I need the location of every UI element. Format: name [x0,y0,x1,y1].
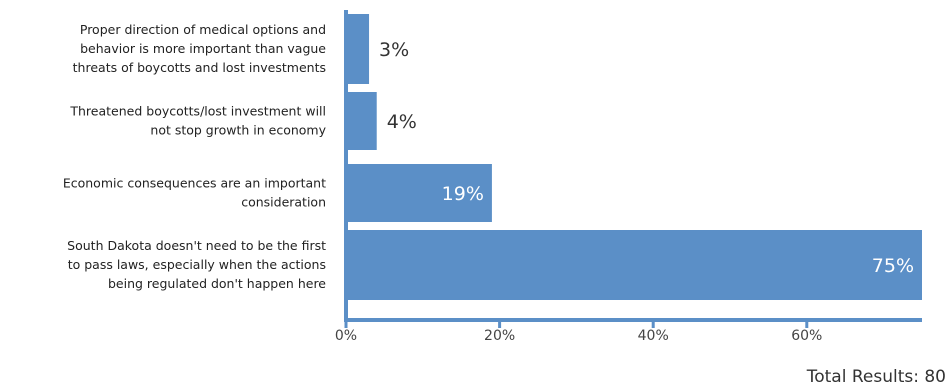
x-tick-label: 40% [638,328,669,344]
total-results: Total Results: 80 [806,367,946,387]
x-tick-label: 60% [791,328,822,344]
bar [346,230,922,300]
category-label: Proper direction of medical options and [80,22,326,37]
category-label: South Dakota doesn't need to be the firs… [67,238,326,253]
bar [346,14,370,84]
data-label: 19% [442,183,484,205]
category-label: to pass laws, especially when the action… [68,257,326,272]
data-label: 3% [379,39,409,61]
category-label: Threatened boycotts/lost investment will [69,104,326,119]
category-label: threats of boycotts and lost investments [73,60,326,75]
x-tick-label: 0% [335,328,357,344]
category-label: behavior is more important than vague [80,41,326,56]
bar [346,164,492,222]
data-label: 75% [872,255,914,277]
bar [346,92,377,150]
category-label: being regulated don't happen here [108,276,326,291]
category-label: consideration [241,195,326,210]
category-label: not stop growth in economy [150,123,326,138]
x-tick-label: 20% [484,328,515,344]
category-label: Economic consequences are an important [63,176,326,191]
data-label: 4% [387,111,417,133]
